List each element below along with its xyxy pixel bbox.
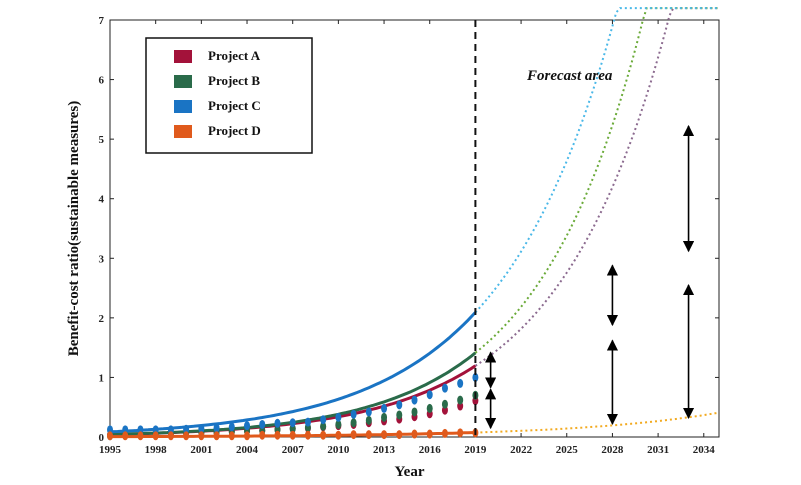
x-tick-label: 2001 — [190, 444, 212, 456]
data-point — [259, 430, 266, 440]
data-point — [381, 403, 388, 413]
x-tick-label: 2004 — [236, 444, 259, 456]
data-point — [335, 412, 342, 422]
data-point — [411, 395, 418, 405]
data-point — [396, 400, 403, 410]
data-point — [152, 431, 159, 441]
x-tick-label: 2010 — [327, 444, 350, 456]
x-tick-label: 2019 — [464, 444, 487, 456]
data-point — [137, 431, 144, 441]
data-point — [183, 424, 190, 434]
data-point — [304, 417, 311, 427]
x-tick-label: 2016 — [419, 444, 442, 456]
data-point — [213, 431, 220, 441]
data-point — [381, 430, 388, 440]
data-point — [198, 431, 205, 441]
data-point — [365, 415, 372, 425]
y-tick-label: 1 — [99, 372, 105, 384]
forecast-line — [474, 7, 719, 367]
legend-box — [145, 37, 313, 154]
x-tick-label: 2034 — [693, 444, 716, 456]
y-tick-label: 5 — [99, 134, 105, 146]
series-project-d — [107, 411, 720, 441]
data-point — [335, 430, 342, 440]
data-point — [365, 430, 372, 440]
data-point — [183, 431, 190, 441]
x-tick-label: 2028 — [601, 444, 624, 456]
x-tick-label: 1995 — [99, 444, 122, 456]
data-point — [396, 410, 403, 420]
legend-label: Project C — [208, 98, 261, 113]
y-tick-label: 3 — [99, 253, 105, 265]
series-layer — [107, 7, 720, 441]
y-tick-label: 6 — [99, 75, 105, 87]
legend-label: Project B — [208, 73, 260, 88]
data-point — [259, 419, 266, 429]
data-point — [441, 383, 448, 393]
data-point — [228, 422, 235, 432]
legend-swatch — [174, 125, 192, 138]
forecast-line — [474, 7, 719, 314]
data-point — [441, 399, 448, 409]
data-point — [426, 429, 433, 439]
forecast-line — [475, 411, 720, 434]
data-point — [244, 421, 251, 431]
data-point — [350, 430, 357, 440]
data-point — [457, 395, 464, 405]
legend-swatch — [174, 100, 192, 113]
data-point — [274, 430, 281, 440]
y-axis-title: Benefit-cost ratio(sustainable measures) — [66, 101, 82, 357]
data-point — [289, 418, 296, 428]
data-point — [426, 390, 433, 400]
legend-label: Project D — [208, 123, 261, 138]
data-point — [350, 418, 357, 428]
legend-swatch — [174, 50, 192, 63]
y-tick-label: 0 — [99, 432, 105, 444]
x-tick-label: 2007 — [282, 444, 305, 456]
data-point — [213, 423, 220, 433]
data-point — [198, 424, 205, 434]
forecast-area-label: Forecast area — [526, 68, 613, 84]
data-point — [411, 407, 418, 417]
y-tick-label: 7 — [99, 15, 105, 27]
data-point — [304, 430, 311, 440]
x-tick-label: 2022 — [510, 444, 533, 456]
data-point — [122, 431, 129, 441]
data-point — [167, 431, 174, 441]
data-point — [320, 415, 327, 425]
forecast-line — [474, 7, 719, 354]
data-point — [411, 429, 418, 439]
axis-ticks: 1995 1998 2001 2004 2007 2010 2013 2016 2019 2022… — [99, 15, 719, 456]
data-point — [365, 407, 372, 417]
data-point — [396, 430, 403, 440]
x-tick-label: 2013 — [373, 444, 396, 456]
data-point — [107, 431, 113, 441]
x-axis-title: Year — [395, 464, 425, 480]
y-tick-label: 4 — [99, 194, 105, 206]
legend-swatch — [174, 75, 192, 88]
data-point — [320, 430, 327, 440]
legend-label: Project A — [208, 48, 261, 63]
data-point — [457, 428, 464, 438]
legend: Project A Project B Project C Project D — [145, 37, 313, 154]
gap-arrows — [485, 124, 695, 430]
data-point — [457, 378, 464, 388]
fit-line — [109, 311, 477, 434]
x-tick-label: 2025 — [556, 444, 579, 456]
data-point — [472, 372, 479, 382]
x-tick-label: 2031 — [647, 444, 669, 456]
data-point — [228, 431, 235, 441]
y-tick-label: 2 — [99, 313, 105, 325]
data-point — [426, 403, 433, 413]
data-point — [441, 428, 448, 438]
data-point — [335, 419, 342, 429]
data-point — [289, 430, 296, 440]
x-tick-label: 1998 — [145, 444, 168, 456]
data-point — [274, 418, 281, 428]
data-point — [350, 409, 357, 419]
data-point — [244, 431, 251, 441]
data-point — [320, 421, 327, 431]
data-point — [381, 412, 388, 422]
